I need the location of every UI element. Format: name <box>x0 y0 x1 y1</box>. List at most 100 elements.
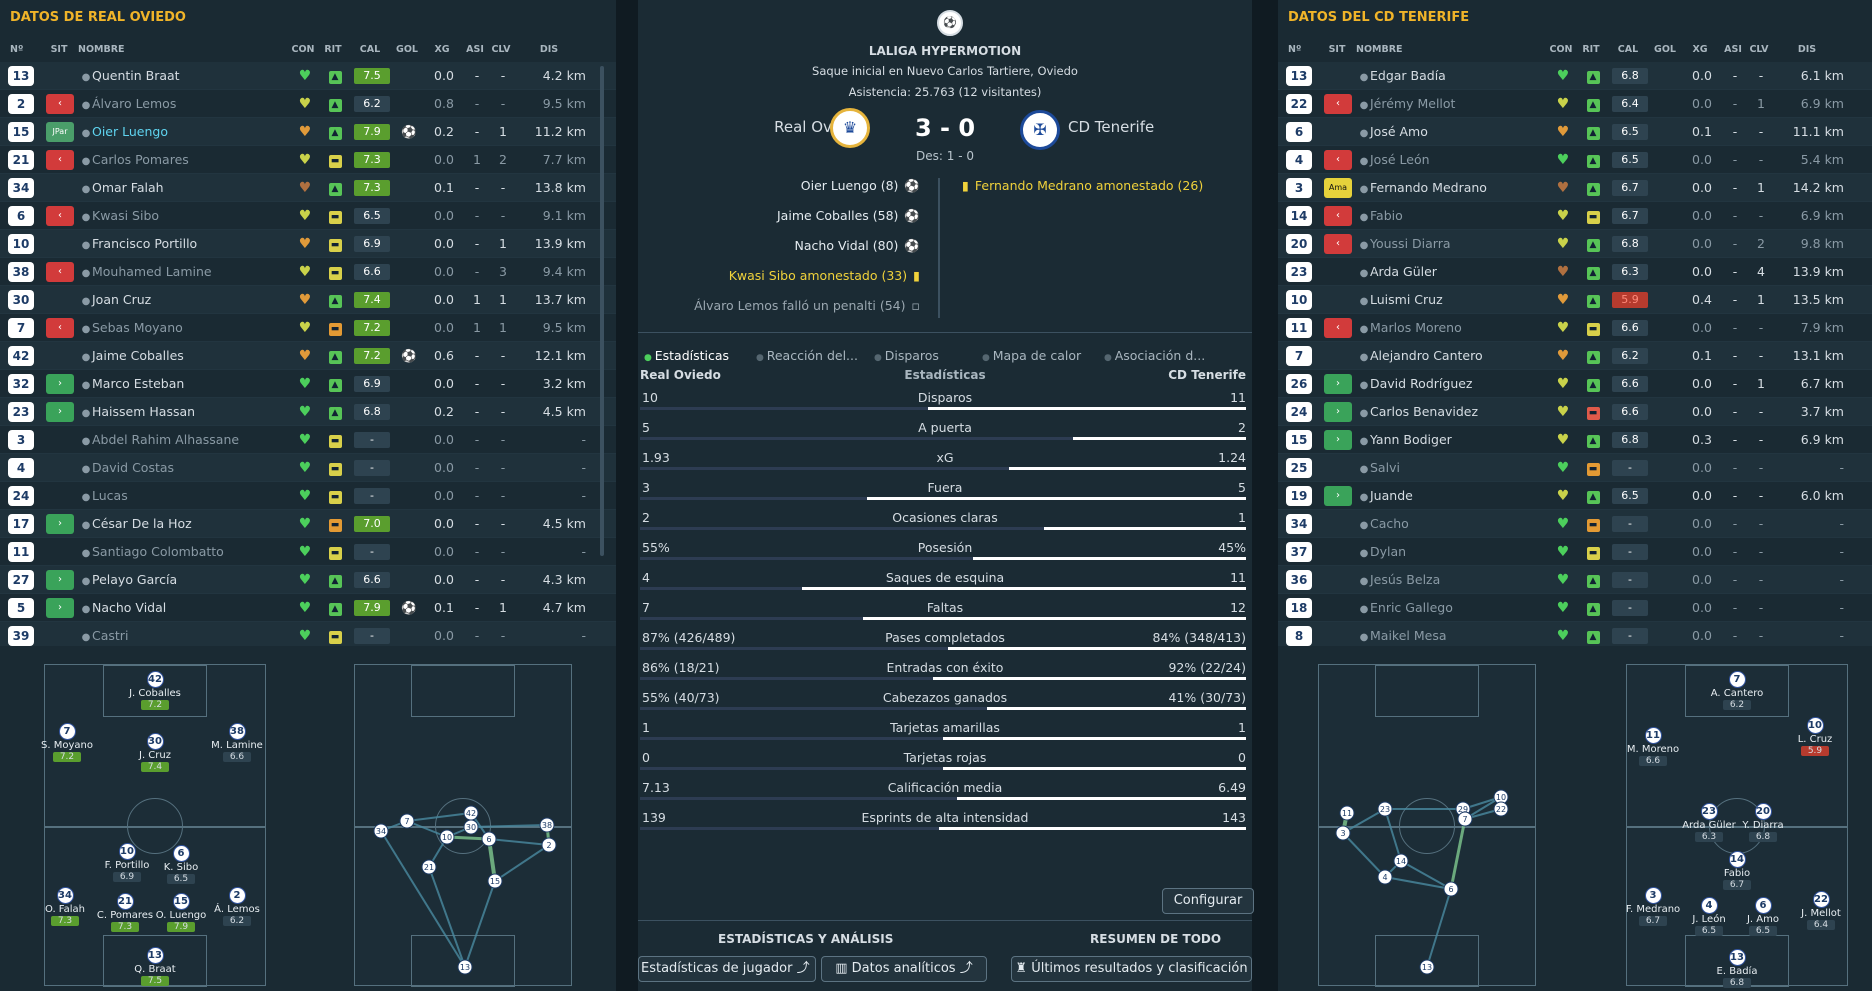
formation-player[interactable]: 3 F. Medrano 6.7 <box>1623 887 1683 926</box>
player-row[interactable]: 2 ‹ ● Álvaro Lemos ♥ ▲ 6.2 0.8 - - 9.5 km <box>0 90 616 118</box>
player-name[interactable]: ● Marco Esteban <box>80 376 290 391</box>
pass-node[interactable] <box>421 859 437 875</box>
pass-node[interactable] <box>373 823 389 839</box>
col-asi[interactable]: ASI <box>466 43 484 55</box>
player-name[interactable]: ● Luismi Cruz <box>1358 292 1548 307</box>
player-row[interactable]: 19 › ● Juande ♥ ▲ 6.5 0.0 - - 6.0 km <box>1278 482 1872 510</box>
player-name[interactable]: ● Maikel Mesa <box>1358 628 1548 643</box>
formation-player[interactable]: 7 S. Moyano 7.2 <box>37 723 97 762</box>
player-row[interactable]: 5 › ● Nacho Vidal ♥ ▲ 7.9 ⚽ 0.1 - 1 4.7 km <box>0 594 616 622</box>
player-row[interactable]: 14 ‹ ● Fabio ♥ ▬ 6.7 0.0 - - 6.9 km <box>1278 202 1872 230</box>
col-dis[interactable]: DIS <box>539 43 559 55</box>
formation-player[interactable]: 2 Á. Lemos 6.2 <box>207 887 267 926</box>
formation-player[interactable]: 42 J. Coballes 7.2 <box>125 671 185 710</box>
formation-player[interactable]: 7 A. Cantero 6.2 <box>1707 671 1767 710</box>
pass-node[interactable] <box>399 813 415 829</box>
player-row[interactable]: 25 ● Salvi ♥ ▬ -0.0- - - <box>1278 454 1872 482</box>
stats-tab[interactable]: ● Estadísticas <box>644 348 729 363</box>
player-row[interactable]: 34 ● Cacho ♥ ▬ -0.0- - - <box>1278 510 1872 538</box>
col-sit[interactable]: SIT <box>50 43 68 55</box>
player-row[interactable]: 15 › ● Yann Bodiger ♥ ▲ 6.8 0.3 - - 6.9 km <box>1278 426 1872 454</box>
player-name[interactable]: ● Oier Luengo <box>80 124 290 139</box>
formation-player[interactable]: 34 O. Falah 7.3 <box>35 887 95 926</box>
col-con[interactable]: CON <box>291 43 315 55</box>
player-name[interactable]: ● David Rodríguez <box>1358 376 1548 391</box>
player-row[interactable]: 20 ‹ ● Youssi Diarra ♥ ▲ 6.8 0.0 - 2 9.8 km <box>1278 230 1872 258</box>
player-name[interactable]: ● Lucas <box>80 488 290 503</box>
player-name[interactable]: ● Abdel Rahim Alhassane <box>80 432 290 447</box>
player-row[interactable]: 32 › ● Marco Esteban ♥ ▲ 6.9 0.0 - - 3.2 km <box>0 370 616 398</box>
player-row[interactable]: 3 Ama ● Fernando Medrano ♥ ▲ 6.7 0.0 - 1 14.2 km <box>1278 174 1872 202</box>
away-team-name[interactable]: CD Tenerife <box>1068 118 1155 136</box>
col-name[interactable]: NOMBRE <box>1356 43 1403 55</box>
col-rit[interactable]: RIT <box>324 43 342 55</box>
pass-node[interactable] <box>1457 811 1473 827</box>
player-name[interactable]: ● Fabio <box>1358 208 1548 223</box>
col-asi[interactable]: ASI <box>1724 43 1742 55</box>
col-rit[interactable]: RIT <box>1582 43 1600 55</box>
pass-node[interactable] <box>487 873 503 889</box>
pass-node[interactable] <box>1339 805 1355 821</box>
player-row[interactable]: 10 ● Francisco Portillo ♥ ▬ 6.9 0.0 - 1 13.9 km <box>0 230 616 258</box>
player-row[interactable]: 23 ● Arda Güler ♥ ▲ 6.3 0.0 - 4 13.9 km <box>1278 258 1872 286</box>
player-row[interactable]: 24 ● Lucas ♥ ▬ -0.0- - - <box>0 482 616 510</box>
pass-node[interactable] <box>1335 825 1351 841</box>
player-name[interactable]: ● César De la Hoz <box>80 516 290 531</box>
player-row[interactable]: 17 › ● César De la Hoz ♥ ▬ 7.0 0.0 - - 4.5 km <box>0 510 616 538</box>
formation-player[interactable]: 15 O. Luengo 7.9 <box>151 893 211 932</box>
col-gol[interactable]: GOL <box>1654 43 1676 55</box>
configure-button[interactable]: Configurar <box>1162 888 1254 914</box>
stats-tab[interactable]: ● Reacción del... <box>756 348 858 363</box>
col-cal[interactable]: CAL <box>359 43 381 55</box>
col-dis[interactable]: DIS <box>1797 43 1817 55</box>
player-name[interactable]: ● José León <box>1358 152 1548 167</box>
player-row[interactable]: 38 ‹ ● Mouhamed Lamine ♥ ▬ 6.6 0.0 - 3 9.4 km <box>0 258 616 286</box>
results-standings-button[interactable]: ♜ Últimos resultados y clasificación <box>1011 956 1252 982</box>
col-sit[interactable]: SIT <box>1328 43 1346 55</box>
player-name[interactable]: ● Dylan <box>1358 544 1548 559</box>
pass-node[interactable] <box>1393 853 1409 869</box>
player-name[interactable]: ● Nacho Vidal <box>80 600 290 615</box>
player-name[interactable]: ● Jaime Coballes <box>80 348 290 363</box>
formation-player[interactable]: 30 J. Cruz 7.4 <box>125 733 185 772</box>
stats-tab[interactable]: ● Disparos <box>874 348 939 363</box>
player-name[interactable]: ● Francisco Portillo <box>80 236 290 251</box>
pass-node[interactable] <box>1419 959 1435 975</box>
player-name[interactable]: ● Marlos Moreno <box>1358 320 1548 335</box>
player-row[interactable]: 39 ● Castri ♥ ▬ -0.0- - - <box>0 622 616 646</box>
player-row[interactable]: 6 ‹ ● Kwasi Sibo ♥ ▬ 6.5 0.0 - - 9.1 km <box>0 202 616 230</box>
player-name[interactable]: ● David Costas <box>80 460 290 475</box>
stats-tab[interactable]: ● Asociación d... <box>1104 348 1205 363</box>
player-name[interactable]: ● Yann Bodiger <box>1358 432 1548 447</box>
formation-player[interactable]: 20 Y. Diarra 6.8 <box>1733 803 1793 842</box>
player-name[interactable]: ● Joan Cruz <box>80 292 290 307</box>
pass-node[interactable] <box>541 837 557 853</box>
player-row[interactable]: 13 ● Quentin Braat ♥ ▲ 7.5 0.0 - - 4.2 km <box>0 62 616 90</box>
player-row[interactable]: 37 ● Dylan ♥ ▬ -0.0- - - <box>1278 538 1872 566</box>
player-name[interactable]: ● Jesús Belza <box>1358 572 1548 587</box>
player-name[interactable]: ● Jérémy Mellot <box>1358 96 1548 111</box>
col-name[interactable]: NOMBRE <box>78 43 125 55</box>
player-stats-button[interactable]: Estadísticas de jugador ⤴ <box>638 956 816 982</box>
formation-player[interactable]: 38 M. Lamine 6.6 <box>207 723 267 762</box>
col-num[interactable]: Nº <box>1288 43 1302 55</box>
home-list-scrollbar[interactable] <box>600 66 604 556</box>
player-name[interactable]: ● Carlos Benavidez <box>1358 404 1548 419</box>
player-name[interactable]: ● Cacho <box>1358 516 1548 531</box>
player-name[interactable]: ● Edgar Badía <box>1358 68 1548 83</box>
player-row[interactable]: 24 › ● Carlos Benavidez ♥ ▬ 6.6 0.0 - - 3.7 km <box>1278 398 1872 426</box>
col-con[interactable]: CON <box>1549 43 1573 55</box>
player-row[interactable]: 34 ● Omar Falah ♥ ▲ 7.3 0.1 - - 13.8 km <box>0 174 616 202</box>
formation-player[interactable]: 10 F. Portillo 6.9 <box>97 843 157 882</box>
formation-player[interactable]: 13 Q. Braat 7.5 <box>125 947 185 986</box>
player-name[interactable]: ● Fernando Medrano <box>1358 180 1548 195</box>
player-row[interactable]: 11 ‹ ● Marlos Moreno ♥ ▬ 6.6 0.0 - - 7.9 km <box>1278 314 1872 342</box>
player-row[interactable]: 11 ● Santiago Colombatto ♥ ▬ -0.0- - - <box>0 538 616 566</box>
player-row[interactable]: 21 ‹ ● Carlos Pomares ♥ ▬ 7.3 0.0 1 2 7.7 km <box>0 146 616 174</box>
formation-player[interactable]: 22 J. Mellot 6.4 <box>1791 891 1851 930</box>
player-row[interactable]: 42 ● Jaime Coballes ♥ ▲ 7.2 ⚽ 0.6 - - 12.1 km <box>0 342 616 370</box>
player-name[interactable]: ● Quentin Braat <box>80 68 290 83</box>
formation-player[interactable]: 6 J. Amo 6.5 <box>1733 897 1793 936</box>
player-name[interactable]: ● Santiago Colombatto <box>80 544 290 559</box>
stats-tab[interactable]: ● Mapa de calor <box>982 348 1081 363</box>
